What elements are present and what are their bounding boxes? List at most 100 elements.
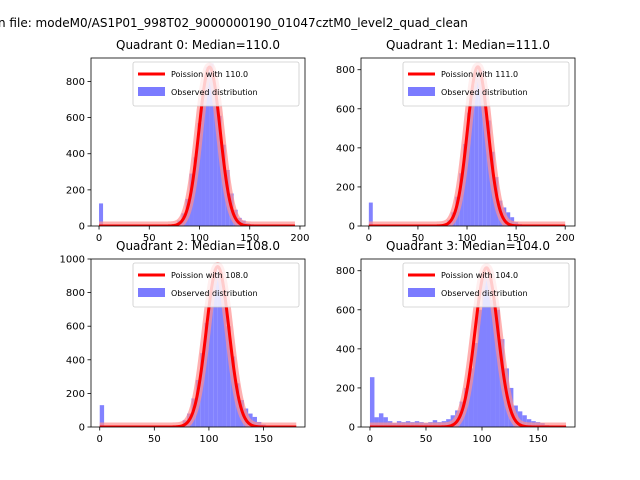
- axes-frame: [90, 57, 306, 227]
- histogram-bar: [209, 63, 214, 226]
- histogram-bar: [468, 368, 474, 427]
- poisson-fit-line: [98, 65, 296, 226]
- x-tick-label: 50: [148, 434, 161, 445]
- x-tick-label: 0: [97, 434, 103, 445]
- histogram-bar: [517, 411, 523, 427]
- y-tick-label: 600: [336, 305, 355, 316]
- y-tick-label: 0: [349, 222, 355, 233]
- x-tick-label: 150: [254, 434, 273, 445]
- legend-hist-label: Observed distribution: [441, 88, 528, 97]
- axes-frame: [360, 258, 576, 428]
- legend-box: [132, 262, 300, 308]
- poisson-fit-line: [367, 65, 567, 226]
- x-tick-label: 100: [472, 434, 491, 445]
- x-tick-label: 0: [96, 233, 102, 244]
- legend-hist-swatch: [408, 87, 435, 96]
- histogram-bar: [477, 309, 483, 427]
- y-tick-label: 400: [336, 344, 355, 355]
- x-tick-label: 50: [420, 434, 433, 445]
- histogram-bar: [495, 309, 500, 427]
- histogram-bar: [474, 69, 479, 226]
- x-tick-label: 150: [240, 233, 259, 244]
- histogram-bar: [490, 300, 496, 427]
- panel-title: Quadrant 3: Median=104.0: [386, 239, 550, 253]
- histogram-bar: [467, 112, 471, 226]
- legend-hist-label: Observed distribution: [171, 289, 258, 298]
- y-tick-label: 0: [79, 423, 85, 434]
- x-tick-label: 100: [199, 434, 218, 445]
- plot-area: [364, 62, 570, 226]
- histogram-bar: [473, 343, 478, 427]
- legend-box: [402, 262, 570, 308]
- y-tick-label: 200: [66, 185, 85, 196]
- x-tick-label: 50: [143, 233, 156, 244]
- histogram-bar: [369, 377, 375, 427]
- panel-title: Quadrant 1: Median=111.0: [386, 38, 550, 52]
- x-tick-label: 150: [507, 233, 526, 244]
- panel-title: Quadrant 2: Median=108.0: [116, 239, 280, 253]
- histogram-bar: [478, 69, 483, 226]
- legend-hist-swatch: [138, 288, 165, 297]
- histogram-bar: [226, 326, 231, 427]
- legend-fit-label: Poission with 108.0: [171, 271, 248, 280]
- y-tick-label: 800: [336, 266, 355, 277]
- x-tick-label: 50: [412, 233, 425, 244]
- x-tick-label: 100: [190, 233, 209, 244]
- y-tick-label: 600: [66, 322, 85, 333]
- histogram-bar: [374, 417, 379, 427]
- histogram-bar: [204, 322, 209, 427]
- histogram-bar: [201, 88, 206, 226]
- histogram-bar: [222, 295, 227, 427]
- y-tick-label: 800: [66, 288, 85, 299]
- y-tick-label: 1000: [60, 255, 85, 266]
- chart-panel-3: 0 50 100 150 0 200 400 600 800 Quadrant 3: Median…: [336, 239, 576, 445]
- x-tick-label: 200: [556, 233, 575, 244]
- chart-panel-2: 0 50 100 150 0 200 400 600 800 1000 Quadrant 2: Me…: [60, 239, 306, 445]
- y-tick-label: 400: [336, 143, 355, 154]
- y-tick-label: 400: [66, 355, 85, 366]
- axes-frame: [360, 57, 576, 227]
- histogram-bar: [486, 120, 491, 226]
- histogram-bar: [99, 405, 105, 427]
- histogram-bar: [522, 415, 527, 427]
- legend-fit-label: Poission with 110.0: [171, 70, 248, 79]
- histogram-bar: [205, 67, 210, 226]
- histogram-bar: [378, 413, 384, 427]
- y-tick-label: 600: [66, 113, 85, 124]
- y-tick-label: 200: [336, 383, 355, 394]
- legend-box: [402, 61, 570, 107]
- y-tick-label: 400: [66, 149, 85, 160]
- histogram-bar: [217, 115, 222, 226]
- axes-frame: [90, 258, 306, 428]
- histogram-bar: [482, 89, 487, 226]
- histogram-bar: [217, 272, 223, 427]
- x-tick-label: 100: [457, 233, 476, 244]
- legend-hist-label: Observed distribution: [171, 88, 258, 97]
- figure-title: n file: modeM0/AS1P01_998T02_9000000190_…: [0, 16, 468, 30]
- histogram-bar: [482, 274, 487, 427]
- y-tick-label: 0: [349, 423, 355, 434]
- x-tick-label: 0: [367, 434, 373, 445]
- y-tick-label: 200: [66, 389, 85, 400]
- histogram-bar: [368, 202, 373, 226]
- legend-fit-label: Poission with 104.0: [441, 271, 518, 280]
- y-tick-label: 800: [66, 77, 85, 88]
- x-tick-label: 150: [528, 434, 547, 445]
- legend-fit-label: Poission with 111.0: [441, 70, 518, 79]
- chart-panel-0: 0 50 100 150 200 0 200 400 600 800 Quadrant 0: Med…: [66, 38, 310, 244]
- y-tick-label: 600: [336, 104, 355, 115]
- histogram-bar: [486, 278, 491, 427]
- legend-box: [132, 61, 300, 107]
- legend-hist-swatch: [138, 87, 165, 96]
- y-tick-label: 0: [79, 222, 85, 233]
- legend-hist-label: Observed distribution: [441, 289, 528, 298]
- x-tick-label: 200: [290, 233, 309, 244]
- legend-hist-swatch: [408, 288, 435, 297]
- chart-panel-1: 0 50 100 150 200 0 200 400 600 800 Quadrant 1: Med…: [336, 38, 576, 244]
- x-tick-label: 0: [366, 233, 372, 244]
- histogram-bar: [208, 289, 214, 427]
- panel-title: Quadrant 0: Median=110.0: [116, 38, 280, 52]
- histogram-bar: [213, 90, 218, 226]
- y-tick-label: 200: [336, 182, 355, 193]
